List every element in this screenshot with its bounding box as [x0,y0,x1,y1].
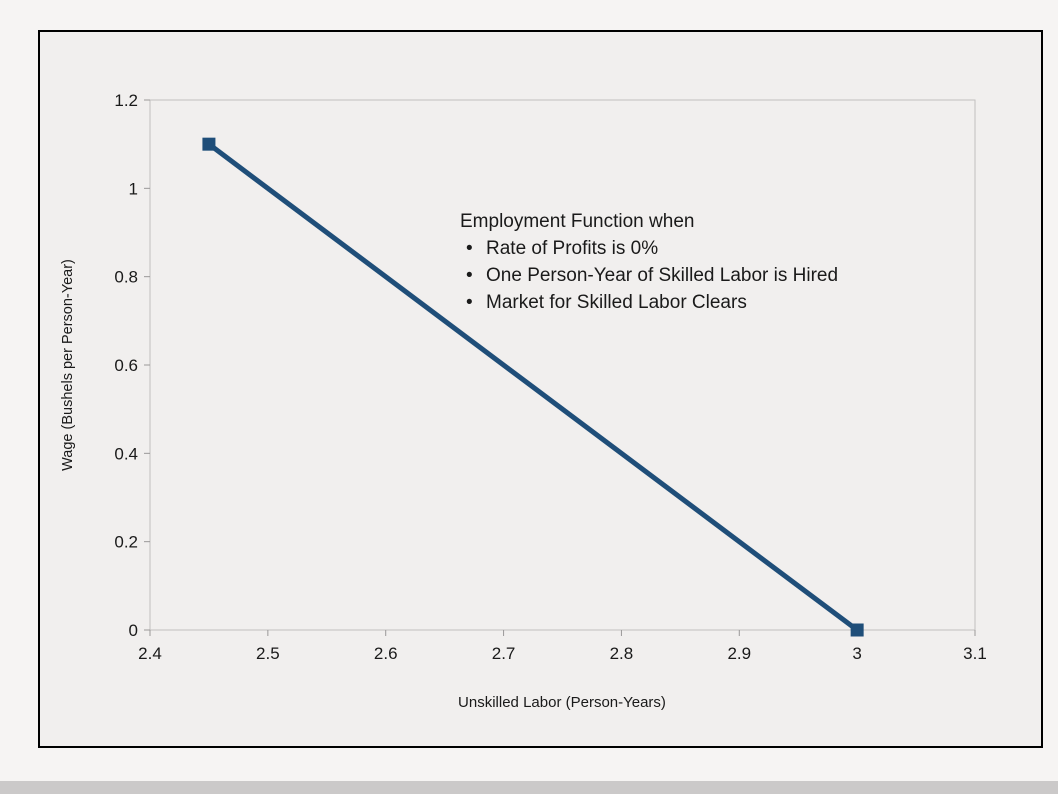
chart-plot: 2.4 2.5 2.6 2.7 2.8 2.9 3 3.1 0 0.2 0.4 0.6 0.8 1 1.2 [114,91,986,663]
y-tick-label: 0.4 [114,444,138,463]
x-tick-label: 2.7 [492,644,516,663]
x-tick-label: 2.6 [374,644,398,663]
annotation-bullet: One Person-Year of Skilled Labor is Hire… [486,265,838,286]
annotation-bullet: Market for Skilled Labor Clears [486,292,747,313]
y-tick-label: 0.6 [114,356,138,375]
bullet-icon: • [466,265,473,286]
annotation-bullet: Rate of Profits is 0% [486,238,658,259]
bullet-icon: • [466,292,473,313]
plot-area-border [149,99,976,631]
x-tick-label: 2.5 [256,644,280,663]
series-line [207,142,859,633]
y-tick-label: 0.8 [114,268,138,287]
x-tick-label: 2.9 [727,644,751,663]
y-tick-label: 0.2 [114,533,138,552]
x-tick-label: 2.4 [138,644,162,663]
data-point-marker [202,137,216,151]
chart-annotation: Employment Function when • Rate of Profi… [460,211,838,313]
x-tick-label: 3.1 [963,644,987,663]
x-tick-label: 3 [852,644,861,663]
employment-function-chart: 2.4 2.5 2.6 2.7 2.8 2.9 3 3.100.20.40.60.811.2 … [60,91,987,711]
y-tick-label: 1.2 [114,91,138,110]
x-axis-title: Unskilled Labor (Person-Years) [458,694,666,711]
bullet-icon: • [466,238,473,259]
x-tick-label: 2.8 [610,644,634,663]
chart-frame: 2.4 2.5 2.6 2.7 2.8 2.9 3 3.1 0 0.2 0.4 0.6 0.8 1 1.2 … [38,30,1043,748]
annotation-title: Employment Function when [460,211,694,232]
y-axis-title: Wage (Bushels per Person-Year) [60,259,76,471]
data-point-marker [850,623,864,637]
y-tick-label: 1 [129,179,138,198]
page-edge-shadow [0,781,1058,794]
y-tick-label: 0 [129,621,138,640]
